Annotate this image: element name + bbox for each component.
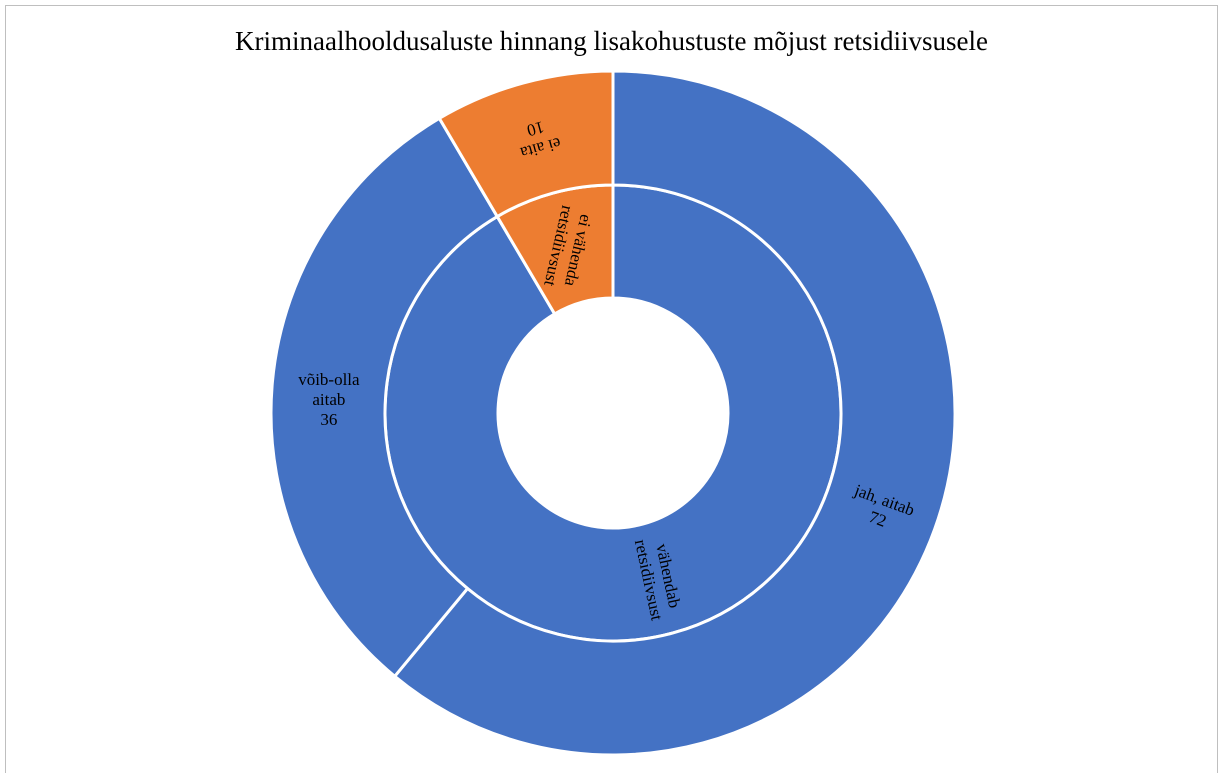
segment xyxy=(437,69,615,219)
segment xyxy=(392,69,957,757)
frame xyxy=(5,5,1218,773)
value-label: 36 xyxy=(320,410,338,430)
chart-title: Kriminaalhooldusaluste hinnang lisakohus… xyxy=(235,26,988,56)
category-label: võib-olla aitab xyxy=(298,370,360,410)
data-label: võib-olla aitab 36 xyxy=(289,370,369,430)
segment xyxy=(269,116,500,679)
